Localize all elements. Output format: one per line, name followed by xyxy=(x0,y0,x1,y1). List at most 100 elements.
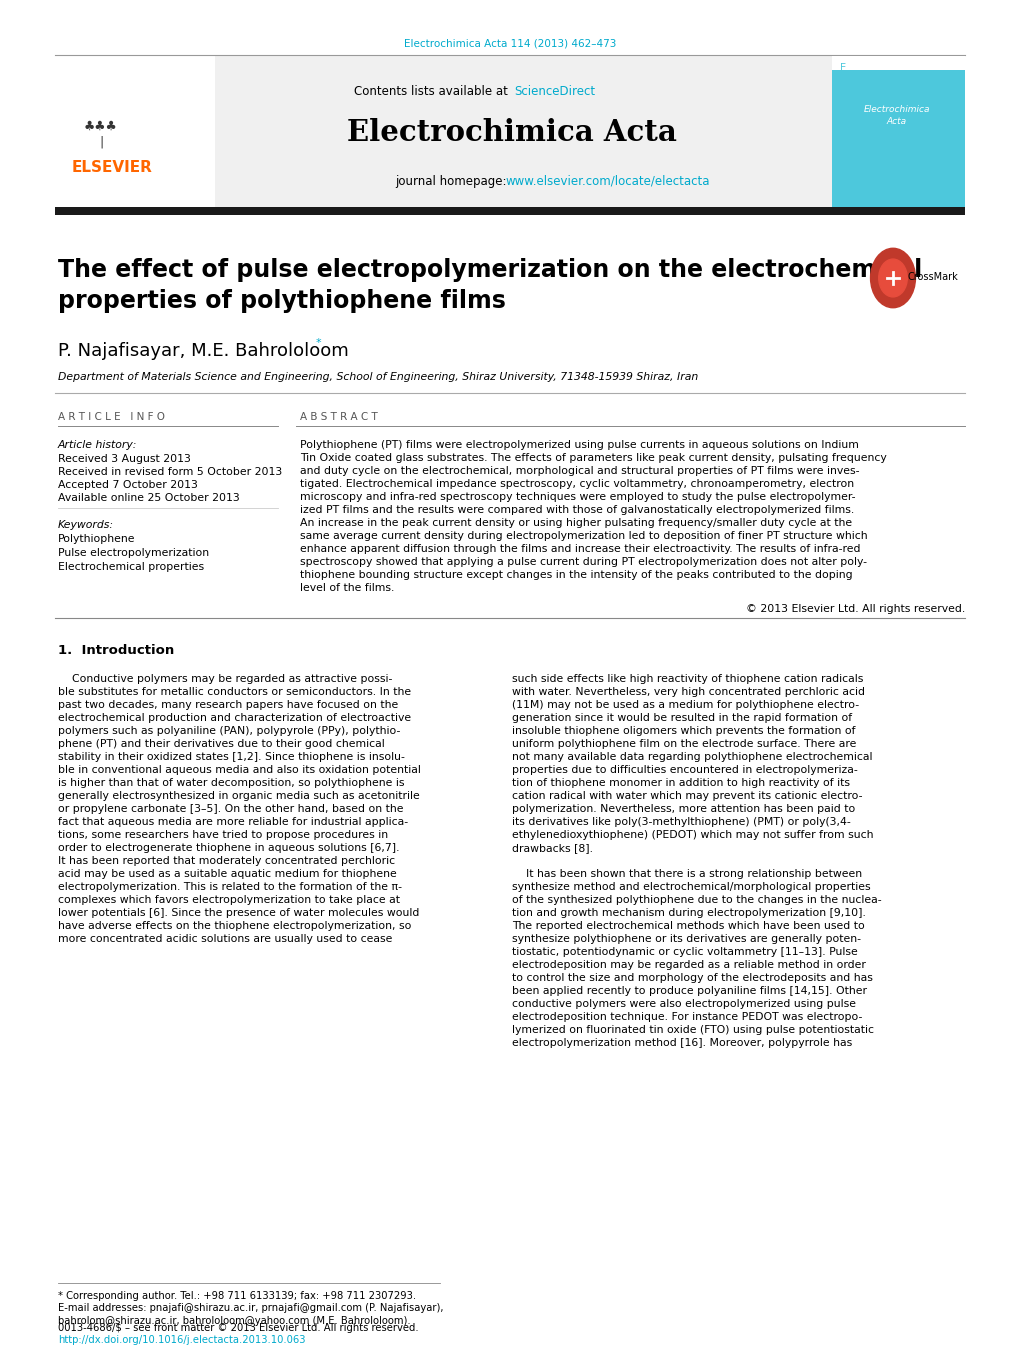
Text: E-mail addresses: pnajafi@shirazu.ac.ir, prnajafi@gmail.com (P. Najafisayar),
ba: E-mail addresses: pnajafi@shirazu.ac.ir,… xyxy=(58,1302,443,1327)
Text: cation radical with water which may prevent its cationic electro-: cation radical with water which may prev… xyxy=(512,790,862,801)
Text: have adverse effects on the thiophene electropolymerization, so: have adverse effects on the thiophene el… xyxy=(58,921,411,931)
Bar xyxy=(832,55,964,70)
Text: * Corresponding author. Tel.: +98 711 6133139; fax: +98 711 2307293.: * Corresponding author. Tel.: +98 711 61… xyxy=(58,1292,416,1301)
Text: Accepted 7 October 2013: Accepted 7 October 2013 xyxy=(58,480,198,490)
Text: ble in conventional aqueous media and also its oxidation potential: ble in conventional aqueous media and al… xyxy=(58,765,421,775)
Text: Electrochimica Acta: Electrochimica Acta xyxy=(346,118,677,147)
Bar xyxy=(55,55,215,215)
Text: thiophene bounding structure except changes in the intensity of the peaks contri: thiophene bounding structure except chan… xyxy=(300,570,852,580)
Text: *: * xyxy=(316,338,321,349)
Text: ble substitutes for metallic conductors or semiconductors. In the: ble substitutes for metallic conductors … xyxy=(58,688,411,697)
Text: tions, some researchers have tried to propose procedures in: tions, some researchers have tried to pr… xyxy=(58,830,388,840)
Text: properties due to difficulties encountered in electropolymeriza-: properties due to difficulties encounter… xyxy=(512,765,857,775)
Text: with water. Nevertheless, very high concentrated perchloric acid: with water. Nevertheless, very high conc… xyxy=(512,688,864,697)
Text: insoluble thiophene oligomers which prevents the formation of: insoluble thiophene oligomers which prev… xyxy=(512,725,855,736)
Text: ethylenedioxythiophene) (PEDOT) which may not suffer from such: ethylenedioxythiophene) (PEDOT) which ma… xyxy=(512,830,872,840)
Text: electrodeposition may be regarded as a reliable method in order: electrodeposition may be regarded as a r… xyxy=(512,961,865,970)
Text: its derivatives like poly(3-methylthiophene) (PMT) or poly(3,4-: its derivatives like poly(3-methylthioph… xyxy=(512,817,850,827)
Text: Available online 25 October 2013: Available online 25 October 2013 xyxy=(58,493,239,503)
Text: phene (PT) and their derivatives due to their good chemical: phene (PT) and their derivatives due to … xyxy=(58,739,384,748)
Text: 1.  Introduction: 1. Introduction xyxy=(58,644,174,657)
Text: of the synthesized polythiophene due to the changes in the nuclea-: of the synthesized polythiophene due to … xyxy=(512,894,880,905)
Text: enhance apparent diffusion through the films and increase their electroactivity.: enhance apparent diffusion through the f… xyxy=(300,544,860,554)
Text: more concentrated acidic solutions are usually used to cease: more concentrated acidic solutions are u… xyxy=(58,934,392,944)
Text: lymerized on fluorinated tin oxide (FTO) using pulse potentiostatic: lymerized on fluorinated tin oxide (FTO)… xyxy=(512,1025,873,1035)
Text: synthesize method and electrochemical/morphological properties: synthesize method and electrochemical/mo… xyxy=(512,882,870,892)
Text: spectroscopy showed that applying a pulse current during PT electropolymerizatio: spectroscopy showed that applying a puls… xyxy=(300,557,866,567)
Text: order to electrogenerate thiophene in aqueous solutions [6,7].: order to electrogenerate thiophene in aq… xyxy=(58,843,399,852)
Text: stability in their oxidized states [1,2]. Since thiophene is insolu-: stability in their oxidized states [1,2]… xyxy=(58,753,405,762)
Text: 0013-4686/$ – see front matter © 2013 Elsevier Ltd. All rights reserved.: 0013-4686/$ – see front matter © 2013 El… xyxy=(58,1323,418,1333)
Text: electrodeposition technique. For instance PEDOT was electropo-: electrodeposition technique. For instanc… xyxy=(512,1012,861,1021)
Text: www.elsevier.com/locate/electacta: www.elsevier.com/locate/electacta xyxy=(504,176,709,188)
Circle shape xyxy=(877,259,906,297)
Text: A R T I C L E   I N F O: A R T I C L E I N F O xyxy=(58,412,165,422)
Text: A B S T R A C T: A B S T R A C T xyxy=(300,412,377,422)
Text: tion and growth mechanism during electropolymerization [9,10].: tion and growth mechanism during electro… xyxy=(512,908,865,917)
Text: been applied recently to produce polyaniline films [14,15]. Other: been applied recently to produce polyani… xyxy=(512,986,866,996)
Text: Electrochimica
Acta: Electrochimica Acta xyxy=(863,105,929,126)
Text: ELSEVIER: ELSEVIER xyxy=(72,159,153,176)
Text: The effect of pulse electropolymerization on the electrochemical
properties of p: The effect of pulse electropolymerizatio… xyxy=(58,258,921,312)
Text: Article history:: Article history: xyxy=(58,440,138,450)
Text: P. Najafisayar, M.E. Bahrololoom: P. Najafisayar, M.E. Bahrololoom xyxy=(58,342,348,359)
Text: past two decades, many research papers have focused on the: past two decades, many research papers h… xyxy=(58,700,397,711)
Text: same average current density during electropolymerization led to deposition of f: same average current density during elec… xyxy=(300,531,867,540)
Text: such side effects like high reactivity of thiophene cation radicals: such side effects like high reactivity o… xyxy=(512,674,862,684)
Text: is higher than that of water decomposition, so polythiophene is: is higher than that of water decompositi… xyxy=(58,778,405,788)
Text: uniform polythiophene film on the electrode surface. There are: uniform polythiophene film on the electr… xyxy=(512,739,856,748)
Text: Contents lists available at: Contents lists available at xyxy=(354,85,512,99)
Text: ScienceDirect: ScienceDirect xyxy=(514,85,594,99)
Text: Department of Materials Science and Engineering, School of Engineering, Shiraz U: Department of Materials Science and Engi… xyxy=(58,372,698,382)
Text: http://dx.doi.org/10.1016/j.electacta.2013.10.063: http://dx.doi.org/10.1016/j.electacta.20… xyxy=(58,1335,306,1346)
Text: © 2013 Elsevier Ltd. All rights reserved.: © 2013 Elsevier Ltd. All rights reserved… xyxy=(745,604,964,613)
Text: polymerization. Nevertheless, more attention has been paid to: polymerization. Nevertheless, more atten… xyxy=(512,804,854,815)
Bar xyxy=(832,55,964,215)
Text: Keywords:: Keywords: xyxy=(58,520,114,530)
Bar xyxy=(55,55,964,215)
Text: journal homepage:: journal homepage: xyxy=(394,176,510,188)
Text: level of the films.: level of the films. xyxy=(300,584,394,593)
Circle shape xyxy=(869,249,914,308)
Text: synthesize polythiophene or its derivatives are generally poten-: synthesize polythiophene or its derivati… xyxy=(512,934,860,944)
Text: tion of thiophene monomer in addition to high reactivity of its: tion of thiophene monomer in addition to… xyxy=(512,778,849,788)
Text: The reported electrochemical methods which have been used to: The reported electrochemical methods whi… xyxy=(512,921,864,931)
Text: ♣♣♣
 |: ♣♣♣ | xyxy=(83,120,117,149)
Text: drawbacks [8].: drawbacks [8]. xyxy=(512,843,592,852)
Text: Electrochemical properties: Electrochemical properties xyxy=(58,562,204,571)
Text: E: E xyxy=(840,63,846,73)
Text: electropolymerization method [16]. Moreover, polypyrrole has: electropolymerization method [16]. Moreo… xyxy=(512,1038,852,1048)
Text: or propylene carbonate [3–5]. On the other hand, based on the: or propylene carbonate [3–5]. On the oth… xyxy=(58,804,404,815)
Bar xyxy=(55,207,964,215)
Text: lower potentials [6]. Since the presence of water molecules would: lower potentials [6]. Since the presence… xyxy=(58,908,419,917)
Text: Received 3 August 2013: Received 3 August 2013 xyxy=(58,454,191,463)
Text: complexes which favors electropolymerization to take place at: complexes which favors electropolymeriza… xyxy=(58,894,399,905)
Text: acid may be used as a suitable aquatic medium for thiophene: acid may be used as a suitable aquatic m… xyxy=(58,869,396,880)
Text: and duty cycle on the electrochemical, morphological and structural properties o: and duty cycle on the electrochemical, m… xyxy=(300,466,859,476)
Text: generally electrosynthesized in organic media such as acetonitrile: generally electrosynthesized in organic … xyxy=(58,790,420,801)
Text: An increase in the peak current density or using higher pulsating frequency/smal: An increase in the peak current density … xyxy=(300,517,851,528)
Text: generation since it would be resulted in the rapid formation of: generation since it would be resulted in… xyxy=(512,713,851,723)
Text: fact that aqueous media are more reliable for industrial applica-: fact that aqueous media are more reliabl… xyxy=(58,817,408,827)
Text: Tin Oxide coated glass substrates. The effects of parameters like peak current d: Tin Oxide coated glass substrates. The e… xyxy=(300,453,886,463)
Text: Pulse electropolymerization: Pulse electropolymerization xyxy=(58,549,209,558)
Text: ized PT films and the results were compared with those of galvanostatically elec: ized PT films and the results were compa… xyxy=(300,505,854,515)
Text: tigated. Electrochemical impedance spectroscopy, cyclic voltammetry, chronoamper: tigated. Electrochemical impedance spect… xyxy=(300,480,853,489)
Text: conductive polymers were also electropolymerized using pulse: conductive polymers were also electropol… xyxy=(512,998,855,1009)
Text: Polythiophene (PT) films were electropolymerized using pulse currents in aqueous: Polythiophene (PT) films were electropol… xyxy=(300,440,858,450)
Text: It has been reported that moderately concentrated perchloric: It has been reported that moderately con… xyxy=(58,857,394,866)
Text: Electrochimica Acta 114 (2013) 462–473: Electrochimica Acta 114 (2013) 462–473 xyxy=(404,38,615,49)
Text: (11M) may not be used as a medium for polythiophene electro-: (11M) may not be used as a medium for po… xyxy=(512,700,858,711)
Text: electropolymerization. This is related to the formation of the π-: electropolymerization. This is related t… xyxy=(58,882,401,892)
Text: CrossMark: CrossMark xyxy=(907,272,958,282)
Text: microscopy and infra-red spectroscopy techniques were employed to study the puls: microscopy and infra-red spectroscopy te… xyxy=(300,492,855,503)
Text: not many available data regarding polythiophene electrochemical: not many available data regarding polyth… xyxy=(512,753,871,762)
Text: Polythiophene: Polythiophene xyxy=(58,534,136,544)
Text: to control the size and morphology of the electrodeposits and has: to control the size and morphology of th… xyxy=(512,973,872,984)
Text: tiostatic, potentiodynamic or cyclic voltammetry [11–13]. Pulse: tiostatic, potentiodynamic or cyclic vol… xyxy=(512,947,857,957)
Text: Received in revised form 5 October 2013: Received in revised form 5 October 2013 xyxy=(58,467,282,477)
Text: electrochemical production and characterization of electroactive: electrochemical production and character… xyxy=(58,713,411,723)
Text: It has been shown that there is a strong relationship between: It has been shown that there is a strong… xyxy=(512,869,861,880)
Text: polymers such as polyaniline (PAN), polypyrole (PPy), polythio-: polymers such as polyaniline (PAN), poly… xyxy=(58,725,400,736)
Text: Conductive polymers may be regarded as attractive possi-: Conductive polymers may be regarded as a… xyxy=(58,674,392,684)
